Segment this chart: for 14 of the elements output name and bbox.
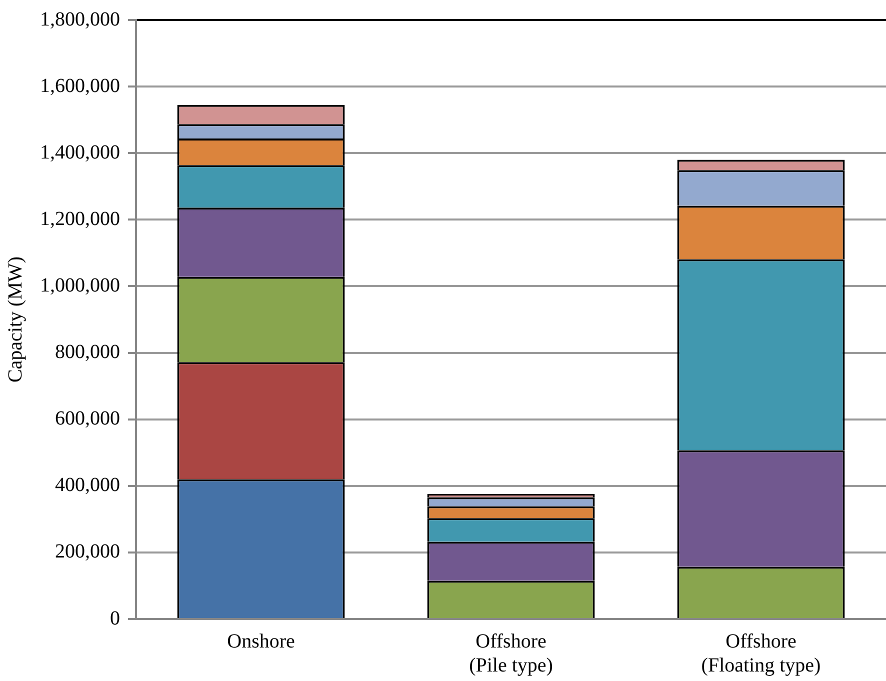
y-tick-label: 1,600,000 [40,74,120,97]
y-tick-label: 1,200,000 [40,208,120,230]
y-tick-label: 400,000 [55,474,120,496]
x-tick-label: Offshore (Floating type) [701,630,821,676]
x-tick-label: Offshore (Pile type) [469,630,553,676]
y-tick-label: 200,000 [55,540,120,563]
x-tick-label: Onshore [227,630,296,652]
y-tick-label: 800,000 [55,341,120,364]
y-tick-label: 600,000 [55,408,120,430]
y-tick-label: 1,800,000 [40,8,120,30]
y-tick-label: 1,000,000 [40,274,120,296]
y-tick-label: 0 [110,607,120,630]
y-axis-title: Capacity (MW) [4,256,26,383]
y-tick-label: 1,400,000 [40,141,120,164]
